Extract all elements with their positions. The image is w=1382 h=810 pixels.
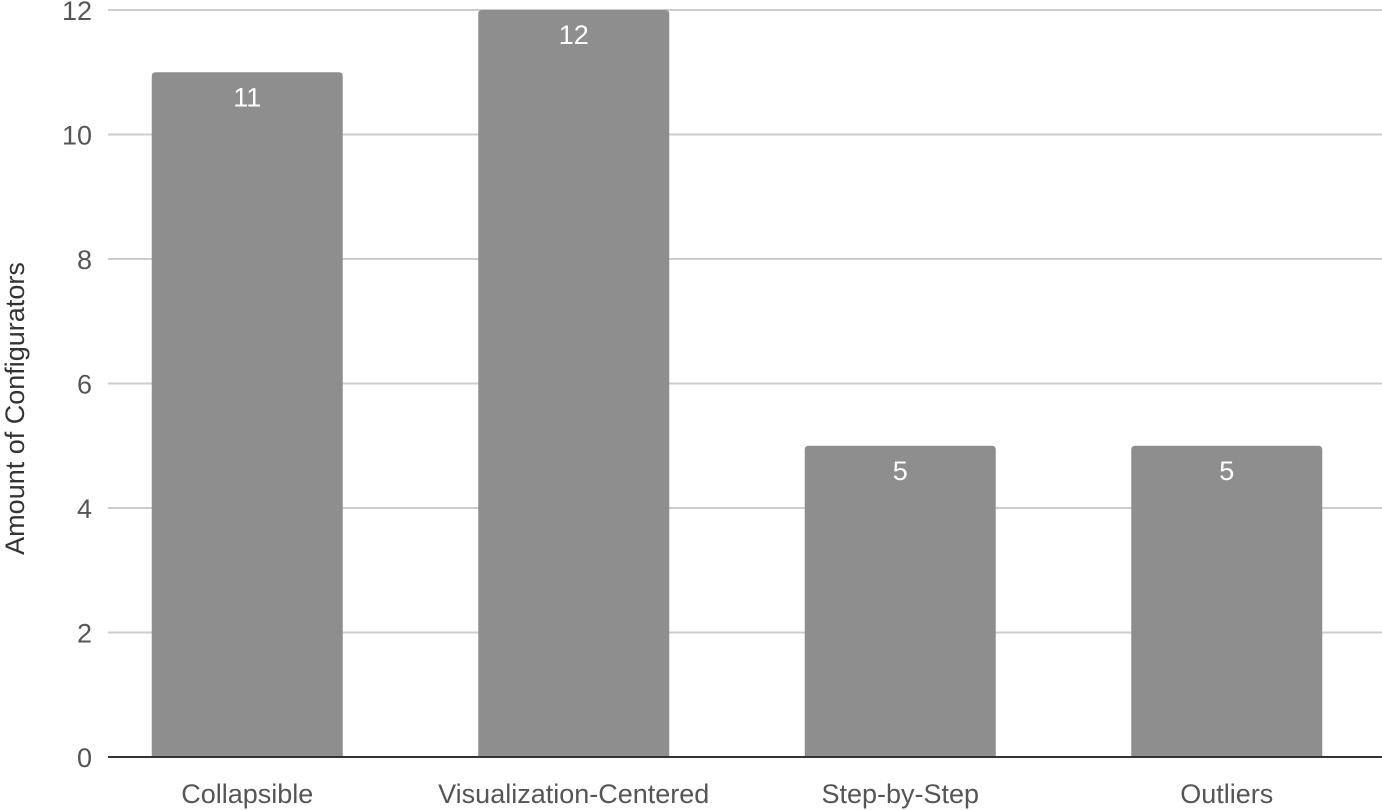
x-axis-tick-labels: Collapsible Visualization-Centered Step-by…	[181, 779, 1273, 809]
bar-collapsible	[151, 72, 343, 757]
bar-visualization-centered	[478, 10, 670, 757]
y-tick-label: 6	[77, 370, 92, 400]
y-tick-label: 12	[62, 0, 92, 26]
bar-data-labels: 11 12 5 5	[233, 20, 1234, 486]
x-tick-label: Collapsible	[181, 779, 313, 809]
x-tick-label: Outliers	[1180, 779, 1273, 809]
y-tick-label: 0	[77, 743, 92, 773]
y-tick-label: 10	[62, 121, 92, 151]
bar-outliers	[1131, 445, 1323, 757]
y-tick-label: 4	[77, 494, 92, 524]
y-tick-label: 2	[77, 619, 92, 649]
bar-data-label: 11	[233, 82, 261, 112]
bar-data-label: 12	[559, 20, 589, 50]
bar-step-by-step	[804, 445, 996, 757]
bar-data-label: 5	[1219, 456, 1234, 486]
x-tick-label: Visualization-Centered	[438, 779, 709, 809]
bar-data-label: 5	[893, 456, 908, 486]
y-axis-title: Amount of Configurators	[0, 262, 30, 555]
y-tick-label: 8	[77, 245, 92, 275]
bars	[151, 10, 1323, 757]
y-axis-tick-labels: 0 2 4 6 8 10 12	[62, 0, 92, 773]
x-tick-label: Step-by-Step	[821, 779, 979, 809]
